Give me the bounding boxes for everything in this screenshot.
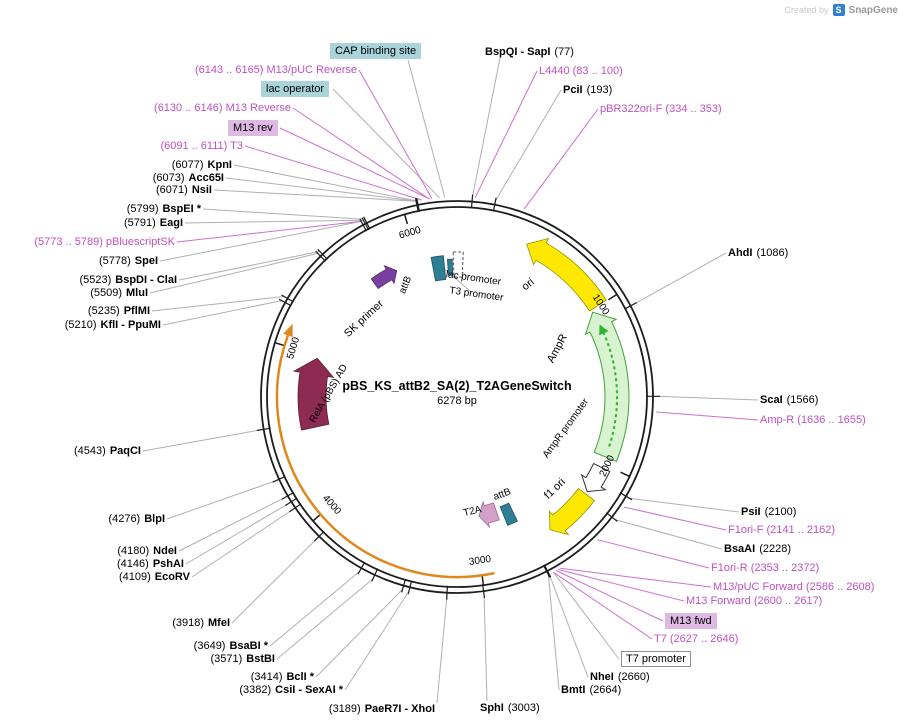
feature-label-sk-primer[interactable]: SK primer [342, 298, 386, 340]
scale-label-6000: 6000 [398, 225, 423, 242]
feature-label-t3-promoter[interactable]: T3 promoter [449, 285, 505, 304]
enzyme-label-bspdi-clai[interactable]: (5523) BspDI - ClaI [79, 274, 177, 286]
primer-label-f1ori-f[interactable]: F1ori-F (2141 .. 2162) [728, 524, 835, 536]
geneswitch-cds-arrowhead[interactable] [283, 323, 293, 338]
enzyme-label-eagi[interactable]: (5791) EagI [123, 217, 183, 229]
feature-arrow-rela-ad[interactable] [292, 357, 335, 431]
enzyme-label-bspqi-sapi[interactable]: BspQI - SapI (77) [485, 46, 574, 58]
enzyme-label-nsii[interactable]: (6071) NsiI [156, 184, 212, 196]
scale-tick-marks [274, 214, 630, 586]
enzyme-label-pflmi[interactable]: (5235) PflMI [87, 305, 150, 317]
ampr-direction-arrowhead [599, 324, 609, 336]
plasmid-inner-ring [266, 206, 648, 588]
watermark: Created by S SnapGene [784, 4, 898, 16]
enzyme-label-bsaai[interactable]: BsaAI (2228) [724, 543, 791, 555]
enzyme-label-kpni[interactable]: (6077) KpnI [171, 159, 232, 171]
primer-label-amp-r[interactable]: Amp-R (1636 .. 1655) [760, 414, 866, 426]
leader-lines-gray [142, 57, 759, 704]
plasmid-title-block: pBS_KS_attB2_SA(2)_T2AGeneSwitch 6278 bp [342, 379, 571, 407]
feature-arrow-f1-ori[interactable] [549, 487, 595, 536]
enzyme-label-pcii[interactable]: PciI (193) [563, 84, 613, 96]
ampr-direction-arc [602, 331, 619, 447]
snapgene-logo-icon: S [832, 4, 845, 16]
feature-label-ampr[interactable]: AmpR [545, 332, 570, 365]
enzyme-label-blpi[interactable]: (4276) BlpI [108, 513, 165, 525]
feature-box-lac-promoter[interactable] [452, 251, 464, 278]
enzyme-label-bsabi[interactable]: (3649) BsaBI * [193, 640, 268, 652]
leader-lines-magenta [176, 69, 759, 640]
enzyme-label-paqci[interactable]: (4543) PaqCI [74, 445, 141, 457]
feature-label-attb-bottom[interactable]: attB [492, 486, 513, 503]
primer-label-pbluescriptsk[interactable]: (5773 .. 5789) pBluescriptSK [34, 236, 175, 248]
feature-label-f1-ori[interactable]: f1 ori [542, 476, 568, 502]
feature-label-ori[interactable]: ori [520, 276, 537, 293]
primer-label-pbr322ori-f[interactable]: pBR322ori-F (334 .. 353) [600, 103, 722, 115]
feature-arrow-ampr[interactable] [584, 311, 630, 463]
feature-arrow-t2a[interactable] [478, 500, 500, 529]
feature-label-attb-top[interactable]: attB [397, 274, 414, 295]
primer-label-m13-puc-forward[interactable]: M13/pUC Forward (2586 .. 2608) [713, 581, 875, 593]
enzyme-label-bstbi[interactable]: (3571) BstBI [210, 653, 275, 665]
enzyme-label-scai[interactable]: ScaI (1566) [760, 394, 819, 406]
enzyme-label-pshai[interactable]: (4146) PshAI [117, 558, 184, 570]
feature-arrow-sk-primer[interactable] [370, 265, 398, 290]
enzyme-label-mlui[interactable]: (5509) MluI [90, 287, 148, 299]
primer-label-m13-reverse[interactable]: (6130 .. 6146) M13 Reverse [154, 102, 291, 114]
primer-label-m13-puc-reverse[interactable]: (6143 .. 6165) M13/pUC Reverse [194, 64, 357, 76]
feature-arrow-ori[interactable] [526, 237, 607, 312]
primer-label-m13-fwd[interactable]: M13 fwd [665, 613, 717, 629]
enzyme-label-spei[interactable]: (5778) SpeI [98, 255, 158, 267]
enzyme-label-bcli[interactable]: (3414) BclI * [250, 671, 314, 683]
watermark-brand: SnapGene [848, 4, 898, 16]
enzyme-label-acc65i[interactable]: (6073) Acc65I [152, 172, 224, 184]
feature-label-cap-binding-site[interactable]: CAP binding site [330, 43, 422, 59]
enzyme-label-paer7i-xhoi[interactable]: (3189) PaeR7I - XhoI [328, 703, 435, 715]
watermark-created-by: Created by [784, 5, 829, 15]
primer-label-m13-rev[interactable]: M13 rev [228, 120, 278, 136]
primer-label-m13-forward[interactable]: M13 Forward (2600 .. 2617) [686, 595, 823, 607]
feature-arrow-ampr-promoter[interactable] [580, 462, 611, 493]
feature-label-t2a[interactable]: T2A [462, 504, 483, 519]
scale-label-3000: 3000 [468, 554, 492, 568]
primer-label-t3[interactable]: (6091 .. 6111) T3 [160, 140, 243, 152]
enzyme-label-nhei[interactable]: NheI (2660) [590, 671, 650, 683]
enzyme-label-ecorv[interactable]: (4109) EcoRV [118, 571, 190, 583]
enzyme-label-mfei[interactable]: (3918) MfeI [172, 617, 230, 629]
primer-label-t7[interactable]: T7 (2627 .. 2646) [654, 633, 739, 645]
enzyme-label-kfli-ppumi[interactable]: (5210) KflI - PpuMI [64, 319, 161, 331]
enzyme-label-csii-sexai[interactable]: (3382) CsiI - SexAI * [239, 684, 343, 696]
feature-box-lac-operator[interactable] [446, 258, 454, 276]
enzyme-label-bspei[interactable]: (5799) BspEI * [126, 203, 201, 215]
primer-label-f1ori-r[interactable]: F1ori-R (2353 .. 2372) [711, 562, 820, 574]
plasmid-outer-ring [260, 200, 654, 594]
primer-label-l4440[interactable]: L4440 (83 .. 100) [539, 65, 623, 77]
scale-label-2000: 2000 [598, 453, 618, 478]
feature-label-lac-operator[interactable]: lac operator [261, 81, 330, 97]
enzyme-label-bmti[interactable]: BmtI (2664) [561, 684, 622, 696]
scale-label-4000: 4000 [320, 493, 343, 517]
enzyme-label-ndei[interactable]: (4180) NdeI [117, 545, 177, 557]
geneswitch-cds-arc[interactable] [275, 334, 495, 579]
plasmid-name: pBS_KS_attB2_SA(2)_T2AGeneSwitch [342, 379, 572, 393]
feature-box-attb-bottom[interactable] [499, 502, 518, 526]
enzyme-label-psii[interactable]: PsiI (2100) [741, 506, 797, 518]
enzyme-label-sphi[interactable]: SphI (3003) [480, 702, 540, 714]
feature-box-attb-top[interactable] [430, 255, 447, 282]
restriction-site-tick-marks [256, 194, 660, 600]
feature-label-t7-promoter[interactable]: T7 promoter [621, 651, 691, 667]
enzyme-label-ahdi[interactable]: AhdI (1086) [728, 247, 789, 259]
plasmid-size: 6278 bp [437, 395, 477, 407]
